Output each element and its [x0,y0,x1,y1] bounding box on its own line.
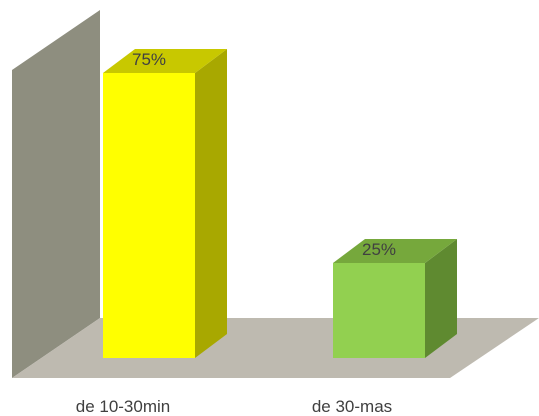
data-label-0: 75% [132,50,166,69]
bar-top-0 [103,49,227,73]
bar-side-0 [195,49,227,358]
category-label-1: de 30-mas [312,397,392,416]
bar-front-1 [333,263,425,358]
bar-front-0 [103,73,195,358]
category-label-0: de 10-30min [76,397,171,416]
chart-floor [12,318,539,378]
bar-1: 25% [333,239,457,358]
bar-0: 75% [103,49,227,358]
data-label-1: 25% [362,240,396,259]
chart-back-wall [12,10,100,378]
bar-side-1 [425,239,457,358]
bar-top-1 [333,239,457,263]
